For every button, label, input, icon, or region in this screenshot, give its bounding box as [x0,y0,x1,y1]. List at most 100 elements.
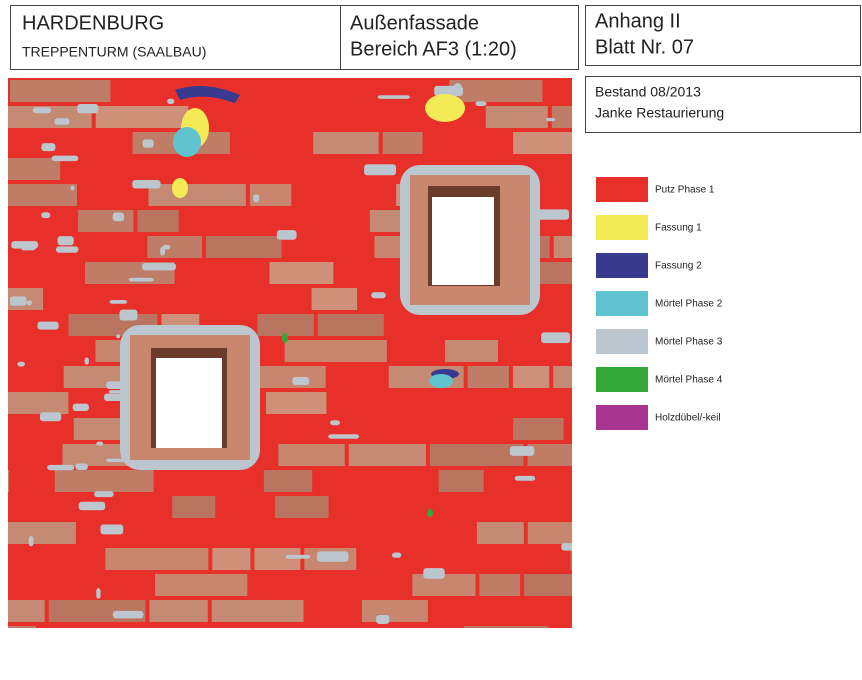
subtitle: TREPPENTURM (SAALBAU) [22,44,206,60]
mortar-patch [561,543,572,551]
stone [147,236,202,258]
legend-label: Fassung 2 [655,261,702,272]
mortar-patch [112,610,144,619]
mortar-patch [17,361,25,367]
mortar-patch [377,95,410,99]
stone [429,444,524,466]
facade-mapping [8,78,572,628]
fassung-2-patch [175,86,240,103]
stone [8,158,61,180]
title: HARDENBURG [22,12,164,34]
stone [311,288,358,310]
mortar-patch [364,164,397,176]
section: Außenfassade [350,12,479,34]
mortar-patch [51,155,79,162]
appendix-box [585,5,861,66]
mortar-patch [26,300,33,306]
fassung-patch [425,94,465,122]
mortar-patch [253,194,260,203]
info-box [585,76,861,133]
mortar-patch [41,212,51,219]
mortar-patch [285,554,311,559]
stone [553,366,572,388]
stone [444,340,499,362]
mortar-patch [423,568,445,579]
mortar-patch [47,464,75,471]
stone [361,600,428,622]
moertel-2-patch [429,374,453,388]
mortar-patch [328,434,360,439]
stone [278,444,345,466]
mortar-patch [84,357,89,365]
mortar-patch [100,524,124,535]
mortar-patch [96,588,101,599]
mortar-patch [37,321,59,330]
mortar-patch [77,104,99,114]
legend-swatch [596,405,648,430]
moertel-2-patch [173,127,201,157]
window-opening [432,197,494,285]
mortar-patch [160,246,166,256]
stone [449,80,543,102]
stone [211,600,304,622]
stone [412,574,476,596]
legend-swatch [596,215,648,240]
mortar-patch [96,441,104,446]
moertel-4-patch [427,509,433,517]
stone [8,626,36,628]
legend-swatch [596,253,648,278]
mortar-patch [70,185,75,191]
stone [479,574,521,596]
stone [149,600,208,622]
appendix: Anhang II [595,10,681,32]
mortar-patch [371,292,386,299]
mortar-patch [109,299,128,304]
stone [527,522,572,544]
mortar-patch [292,376,310,385]
stone [205,236,282,258]
stone [348,444,426,466]
stone [269,262,334,284]
mortar-patch [132,180,161,189]
stone [8,522,76,544]
mortar-patch [57,236,74,246]
stone [95,106,189,128]
fassung-patch [172,178,188,198]
mortar-patch [128,277,154,282]
mortar-patch [142,139,154,148]
legend: Putz Phase 1 Fassung 1 Fassung 2 Mörtel Pha… [596,177,723,430]
stone [467,366,509,388]
stone [263,470,313,492]
mortar-patch [276,230,297,240]
stone [317,314,384,336]
legend-label: Mörtel Phase 3 [655,337,723,348]
area: Bereich AF3 (1:20) [350,38,517,60]
stone [284,340,387,362]
stone [551,106,572,128]
stone [275,496,329,518]
mortar-patch [9,296,27,306]
mortar-patch [54,118,70,125]
stone [137,210,179,232]
legend-swatch [596,329,648,354]
stone [172,496,216,518]
legend-label: Holzdübel/-keil [655,413,721,424]
stone [105,548,209,570]
mortar-patch [545,117,556,122]
stone [463,626,549,628]
stone [8,600,45,622]
mortar-patch [391,552,402,558]
stone [148,184,246,206]
stone [571,340,572,362]
legend-label: Mörtel Phase 2 [655,299,723,310]
window-opening [156,358,222,448]
mortar-patch [119,309,138,321]
stone [553,236,572,258]
mortar-patch [330,420,340,426]
mortar-patch [32,107,52,114]
mortar-patch [94,491,114,498]
stone [8,392,69,414]
stone [512,366,550,388]
stone [212,548,251,570]
